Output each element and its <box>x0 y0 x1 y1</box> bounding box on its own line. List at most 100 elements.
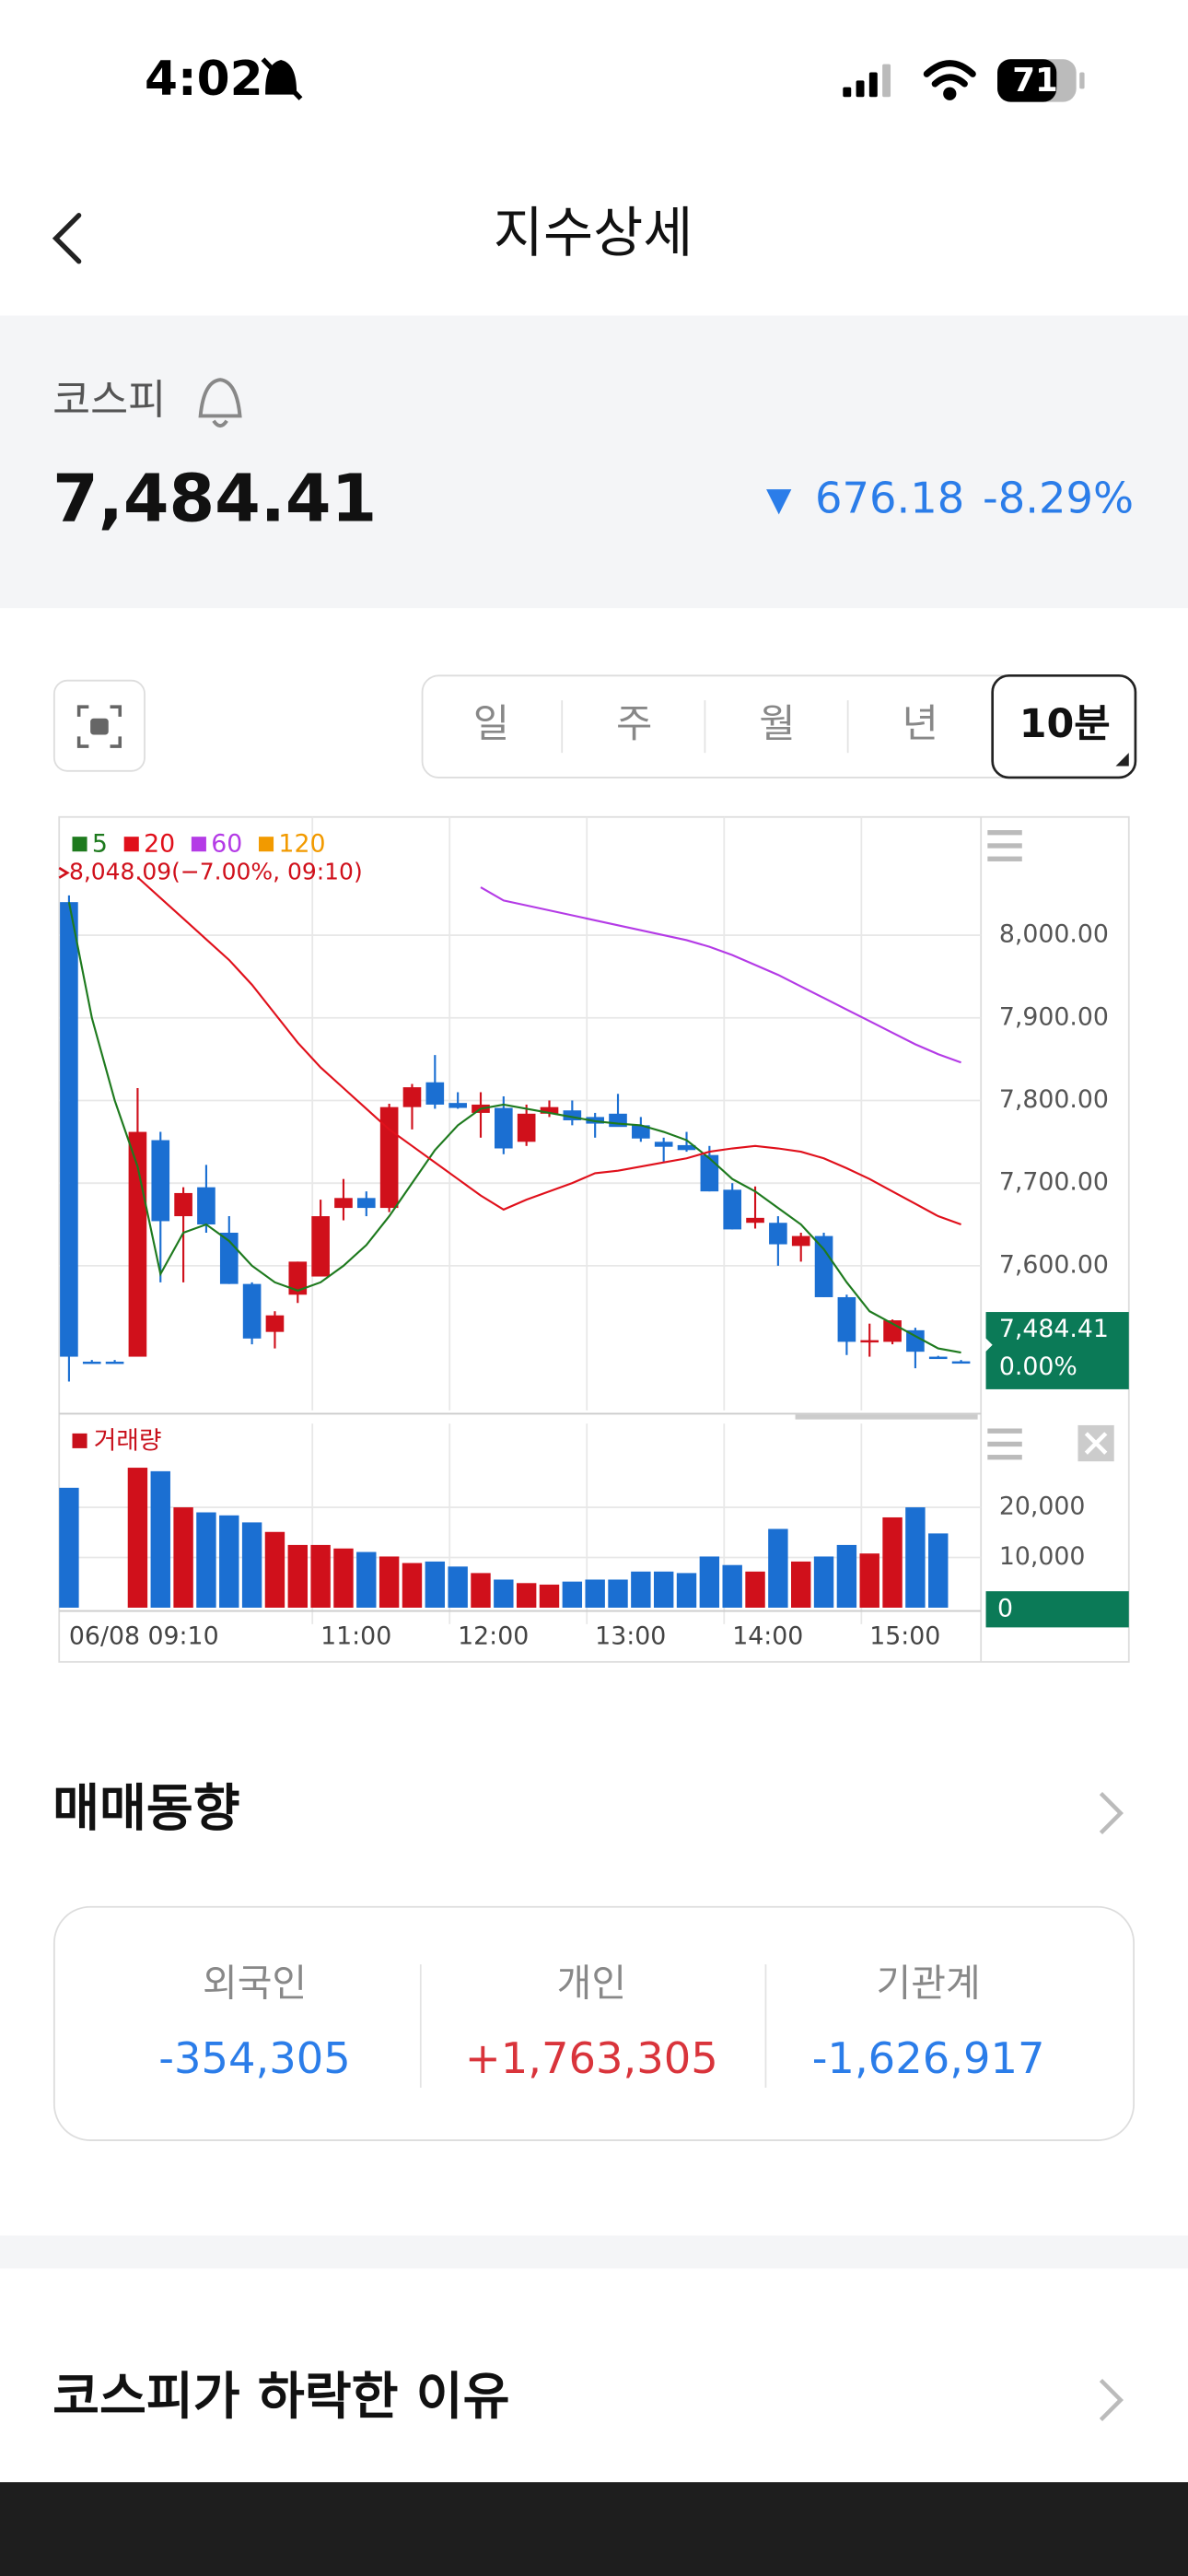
candle-body <box>860 1340 879 1343</box>
x-tick-label: 12:00 <box>458 1622 529 1651</box>
section-title: 매매동향 <box>52 1779 240 1838</box>
volume-bar <box>653 1571 674 1608</box>
trend-value: -1,626,917 <box>812 2033 1045 2083</box>
candle-body <box>311 1216 330 1277</box>
period-tab[interactable]: 10분 <box>1019 701 1111 747</box>
volume-bar <box>631 1571 651 1608</box>
candle-body <box>402 1087 422 1107</box>
chart-menu[interactable] <box>987 1428 1022 1460</box>
close-x <box>1084 1432 1108 1455</box>
last-price: 7,484.41 <box>999 1315 1109 1343</box>
volume-bar <box>745 1571 765 1608</box>
menu-bar <box>987 856 1022 861</box>
index-panel <box>0 315 1188 609</box>
volume-bar <box>516 1583 537 1608</box>
divider <box>0 2235 1188 2269</box>
y-tick-label: 8,000.00 <box>999 920 1109 949</box>
candle-body <box>242 1283 262 1339</box>
ma-line <box>480 886 961 1064</box>
candle-body <box>356 1198 376 1209</box>
y-tick-label: 7,800.00 <box>999 1085 1109 1114</box>
volume-bar <box>494 1579 514 1608</box>
volume-bar <box>722 1564 742 1608</box>
volume-bar <box>241 1522 262 1608</box>
period-tab[interactable]: 일 <box>473 701 509 747</box>
candle-body <box>837 1296 856 1342</box>
index-change: 676.18 <box>815 474 964 523</box>
tag-pointer <box>985 1338 993 1352</box>
volume-bar <box>59 1487 79 1608</box>
x-tick-label: 13:00 <box>595 1622 666 1651</box>
selected-tab <box>991 673 1137 779</box>
candle-body <box>951 1361 971 1364</box>
last-volume: 0 <box>997 1594 1013 1622</box>
legend-label: 120 <box>278 830 325 859</box>
volume-bar <box>356 1551 377 1608</box>
legend-swatch <box>72 837 87 852</box>
bottom-bar <box>0 2482 1188 2576</box>
chart-menu[interactable] <box>987 830 1022 861</box>
candle-body <box>288 1261 308 1295</box>
index-value: 7,484.41 <box>52 461 377 537</box>
volume-bar <box>425 1561 446 1608</box>
volume-bar <box>859 1553 879 1608</box>
last-price-tag <box>985 1312 1129 1389</box>
alert-bell[interactable] <box>198 378 242 428</box>
y-tick-label: 7,700.00 <box>999 1168 1109 1197</box>
candle-body <box>448 1103 467 1108</box>
menu-bar <box>987 830 1022 836</box>
candle-body <box>174 1192 192 1217</box>
high-annotation: 8,048.09(−7.00%, 09:10) <box>69 858 363 884</box>
legend-label: 20 <box>144 830 175 859</box>
more-button[interactable] <box>1099 1792 1124 1834</box>
capture-button[interactable] <box>52 679 146 772</box>
trend-label: 기관계 <box>876 1961 980 2005</box>
candle-body <box>769 1223 787 1245</box>
legend-swatch <box>123 837 139 852</box>
candle-body <box>906 1329 925 1352</box>
down-arrow: ▼ <box>766 481 792 519</box>
period-tab[interactable]: 주 <box>616 701 652 747</box>
candle-body <box>632 1125 650 1139</box>
candle-body <box>495 1107 513 1149</box>
period-tab[interactable]: 월 <box>759 701 795 747</box>
volume-bar <box>768 1528 788 1608</box>
index-name: 코스피 <box>52 376 166 424</box>
period-tab[interactable]: 년 <box>902 701 938 747</box>
candle-body <box>334 1198 353 1209</box>
trend-card <box>52 1905 1136 2141</box>
volume-bar <box>402 1563 423 1608</box>
candle-body <box>197 1187 215 1225</box>
mute-icon <box>261 57 303 100</box>
volume-bar <box>173 1507 193 1608</box>
candle-body <box>563 1110 582 1120</box>
volume-title: 거래량 <box>94 1426 162 1455</box>
close-panel[interactable] <box>1077 1424 1114 1462</box>
status-time: 4:02 <box>145 52 263 107</box>
section-title: 코스피가 하락한 이유 <box>52 2368 509 2427</box>
menu-bar <box>987 1441 1022 1447</box>
candle-body <box>60 902 78 1357</box>
page-title: 지수상세 <box>494 201 693 264</box>
legend-swatch <box>72 1433 87 1448</box>
legend-swatch <box>259 837 274 852</box>
volume-bar <box>813 1556 834 1608</box>
y-tick-label: 7,900.00 <box>999 1002 1109 1031</box>
volume-bar <box>836 1544 857 1608</box>
volume-bar <box>928 1533 949 1608</box>
index-change-rate: -8.29% <box>983 474 1134 523</box>
volume-bar <box>699 1556 720 1608</box>
more-button[interactable] <box>1099 2378 1124 2421</box>
back-button[interactable] <box>52 213 82 264</box>
x-tick-label: 14:00 <box>732 1622 803 1651</box>
volume-bar <box>905 1507 926 1608</box>
volume-bar <box>539 1584 560 1608</box>
volume-bar <box>562 1581 583 1608</box>
candle-body <box>814 1235 833 1297</box>
legend-label: 60 <box>211 830 242 859</box>
volume-bar <box>379 1556 400 1608</box>
volume-bar <box>676 1573 697 1608</box>
candle-body <box>425 1082 445 1105</box>
volume-bar <box>287 1544 308 1608</box>
